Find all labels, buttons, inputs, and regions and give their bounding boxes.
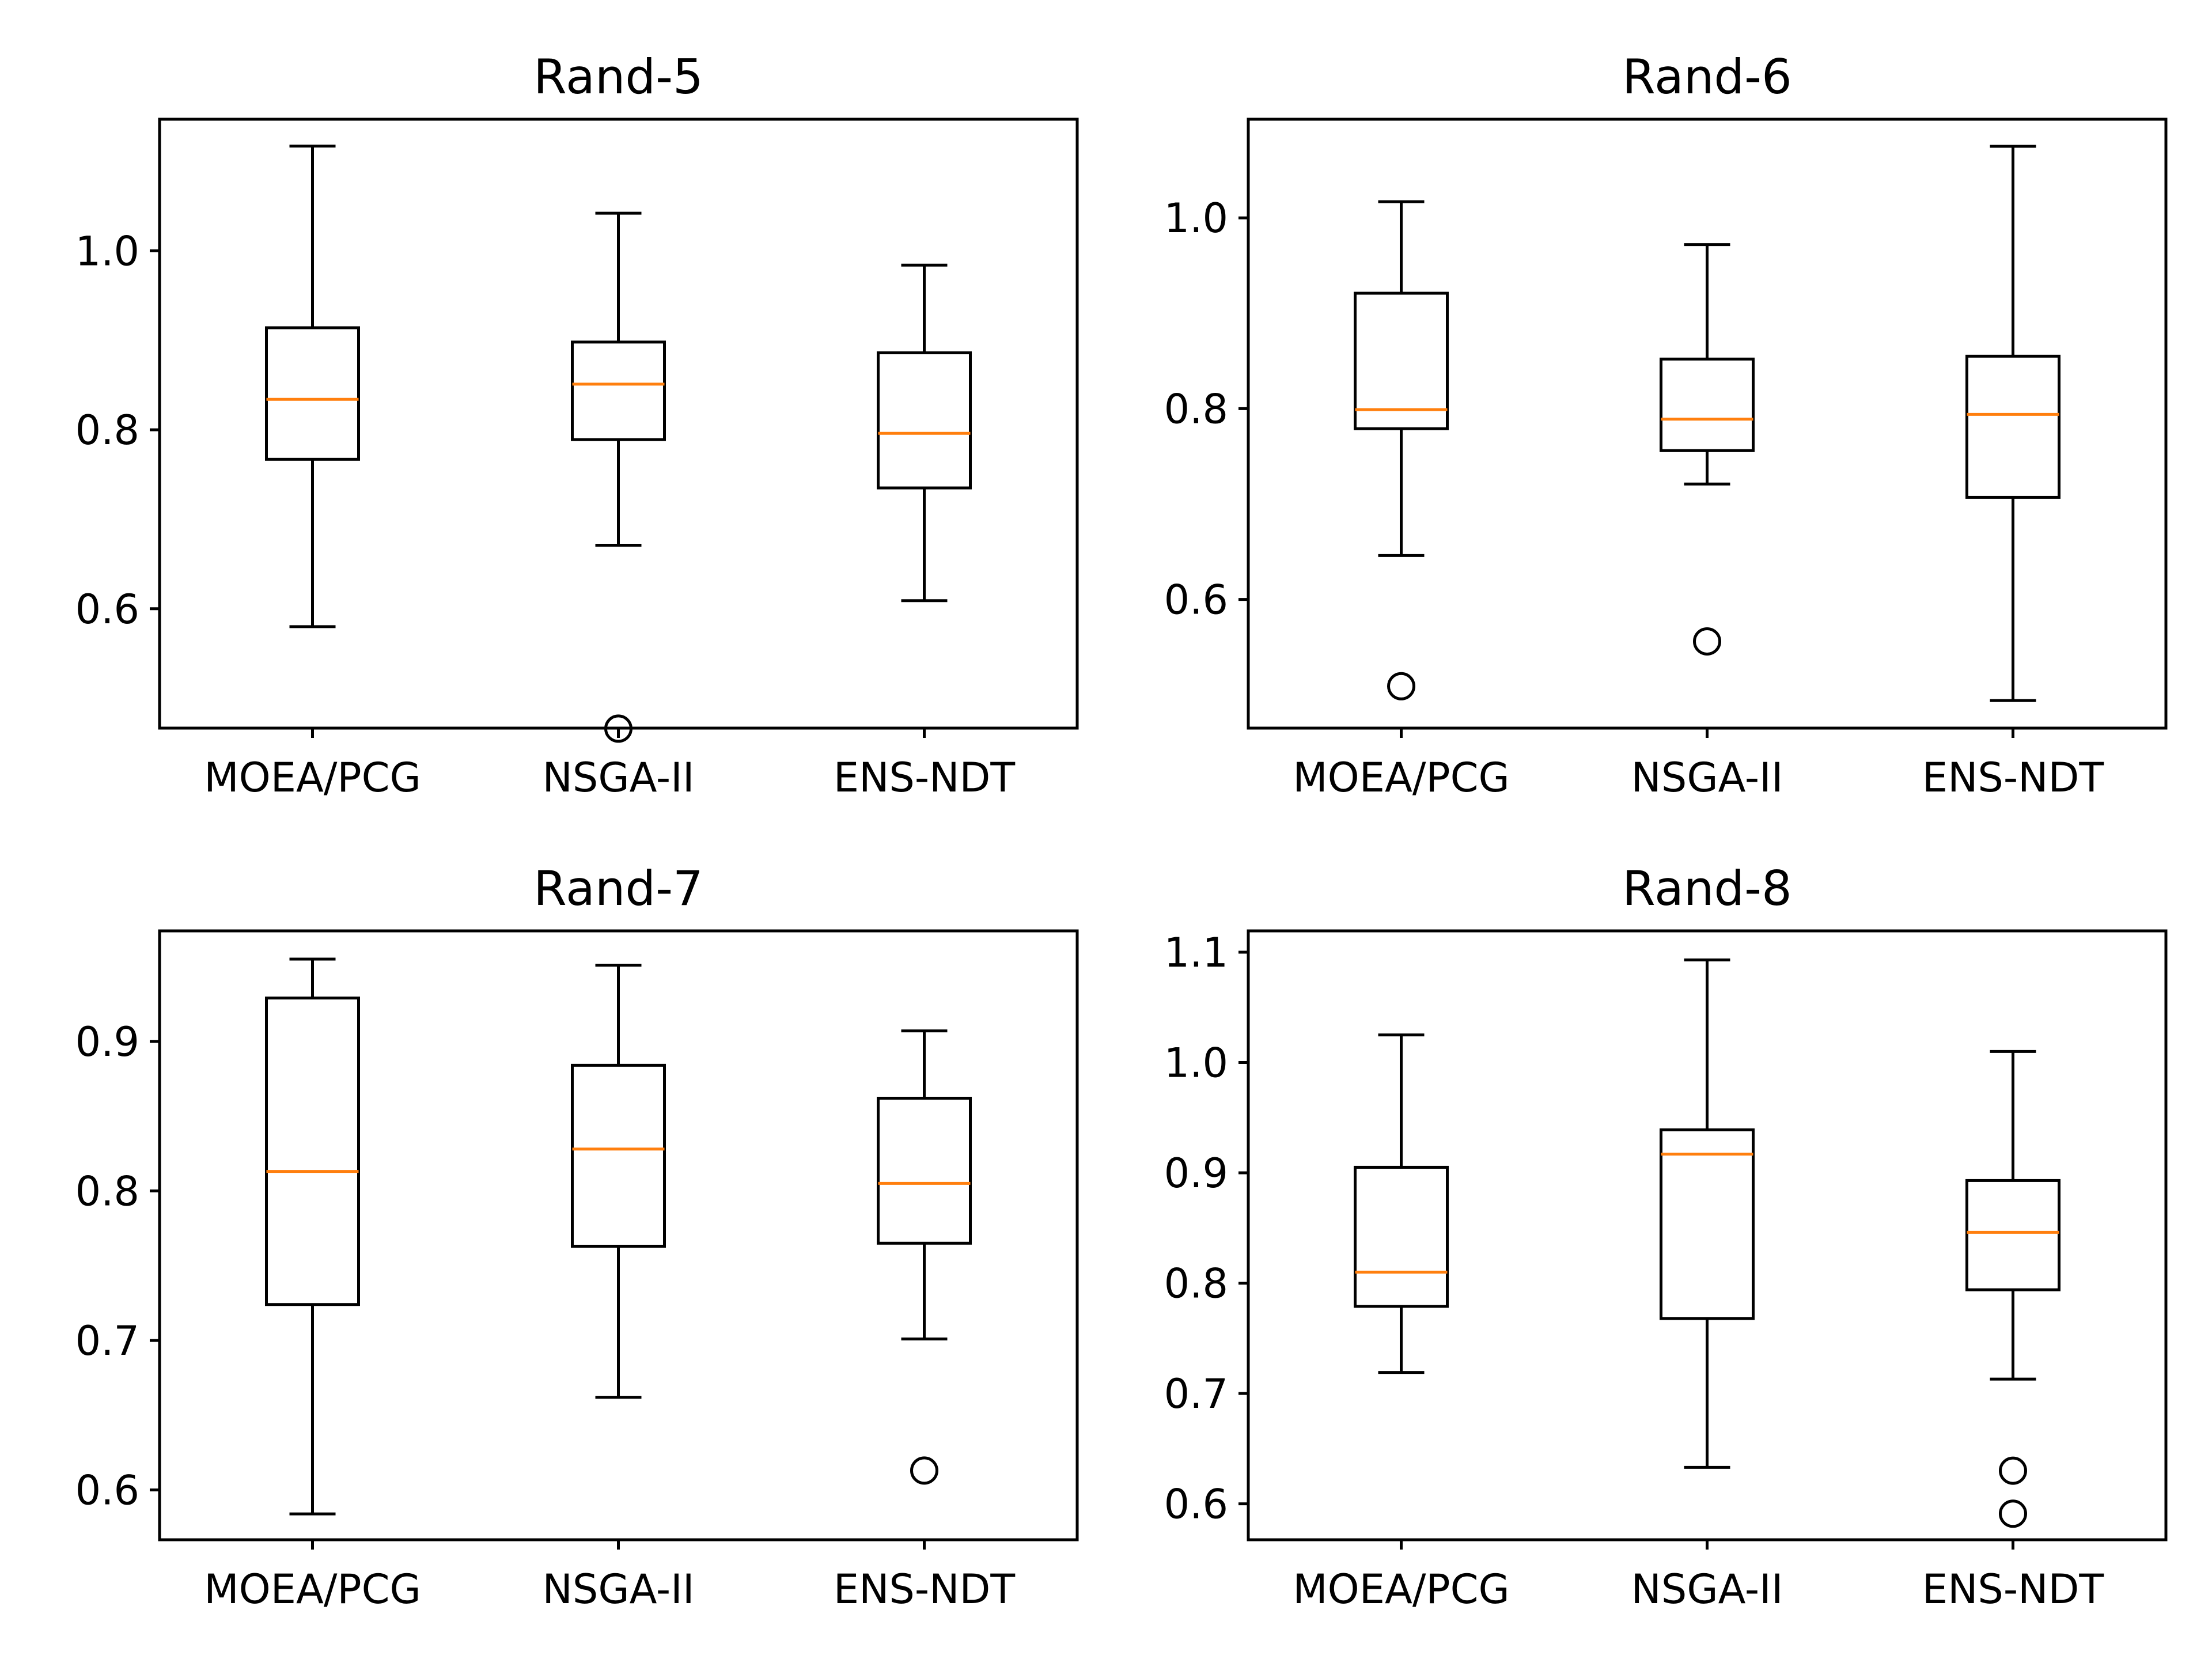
iqr-box — [877, 1096, 972, 1245]
outlier-point — [1999, 1456, 2027, 1485]
subplot-3: Rand-7 0.6 0.7 0.8 0.9 MOEA/PCG NSGA-II ENS-NDT — [75, 861, 1079, 1613]
axes-frame — [1247, 118, 2168, 730]
outlier-point — [1999, 1499, 2027, 1528]
y-tick-label: 1.1 — [1164, 929, 1228, 976]
iqr-box — [1660, 1128, 1755, 1320]
iqr-box — [1965, 1179, 2061, 1291]
iqr-box — [265, 326, 360, 461]
iqr-box — [265, 997, 360, 1306]
y-tick-label: 0.9 — [1164, 1150, 1228, 1197]
box-MOEA/PCG — [265, 957, 360, 1516]
y-tick-label: 0.9 — [75, 1018, 139, 1066]
box-MOEA/PCG — [1354, 200, 1449, 700]
y-tick-label: 1.0 — [75, 228, 139, 275]
x-tick-label: MOEA/PCG — [204, 754, 421, 801]
x-tick-label: NSGA-II — [543, 754, 695, 801]
box-ENS-NDT — [1965, 145, 2061, 702]
subplot-4: Rand-8 0.6 0.7 0.8 0.9 1.0 1.1 MOEA/PCG NSGA-II E… — [1164, 861, 2168, 1613]
chart-title: Rand-6 — [1622, 49, 1792, 105]
y-tick-label: 0.8 — [1164, 385, 1228, 433]
box-MOEA/PCG — [265, 145, 360, 628]
box-NSGA-II — [571, 963, 666, 1399]
iqr-box — [571, 340, 666, 441]
y-tick-label: 0.7 — [75, 1317, 139, 1365]
iqr-box — [1965, 354, 2061, 499]
box-MOEA/PCG — [1354, 1033, 1449, 1374]
outlier-point — [1387, 672, 1415, 700]
y-tick-label: 1.0 — [1164, 1039, 1228, 1086]
x-tick-label: NSGA-II — [543, 1566, 695, 1613]
y-tick-label: 1.0 — [1164, 195, 1228, 242]
iqr-box — [877, 351, 972, 490]
x-tick-label: MOEA/PCG — [1293, 1566, 1510, 1613]
x-tick-label: NSGA-II — [1631, 754, 1783, 801]
box-ENS-NDT — [1965, 1050, 2061, 1528]
x-tick-label: MOEA/PCG — [1293, 754, 1510, 801]
chart-title: Rand-8 — [1622, 861, 1792, 916]
x-tick-label: ENS-NDT — [1922, 1566, 2104, 1613]
y-tick-label: 0.8 — [75, 407, 139, 454]
y-tick-label: 0.8 — [75, 1168, 139, 1215]
axes-frame — [158, 118, 1079, 730]
iqr-box — [1354, 291, 1449, 430]
box-NSGA-II — [1660, 958, 1755, 1469]
chart-title: Rand-7 — [533, 861, 703, 916]
y-tick-label: 0.6 — [1164, 1481, 1228, 1528]
outlier-point — [1693, 627, 1721, 656]
outlier-point — [604, 714, 632, 743]
x-tick-label: NSGA-II — [1631, 1566, 1783, 1613]
y-tick-label: 0.7 — [1164, 1370, 1228, 1418]
y-tick-label: 0.6 — [1164, 577, 1228, 624]
subplot-2: Rand-6 0.6 0.8 1.0 MOEA/PCG NSGA-II ENS-NDT — [1164, 49, 2168, 801]
x-tick-label: MOEA/PCG — [204, 1566, 421, 1613]
chart-title: Rand-5 — [533, 49, 703, 105]
iqr-box — [571, 1063, 666, 1248]
subplot-1: Rand-5 0.6 0.8 1.0 MOEA/PCG NSGA-II ENS-NDT — [75, 49, 1079, 801]
x-tick-label: ENS-NDT — [1922, 754, 2104, 801]
x-tick-label: ENS-NDT — [834, 754, 1016, 801]
box-NSGA-II — [571, 211, 666, 743]
box-ENS-NDT — [877, 263, 972, 603]
box-NSGA-II — [1660, 243, 1755, 656]
iqr-box — [1660, 357, 1755, 452]
y-tick-label: 0.6 — [75, 1467, 139, 1514]
box-ENS-NDT — [877, 1029, 972, 1485]
iqr-box — [1354, 1165, 1449, 1308]
x-tick-label: ENS-NDT — [834, 1566, 1016, 1613]
outlier-point — [910, 1456, 938, 1485]
y-tick-label: 0.6 — [75, 586, 139, 633]
y-tick-label: 0.8 — [1164, 1260, 1228, 1308]
